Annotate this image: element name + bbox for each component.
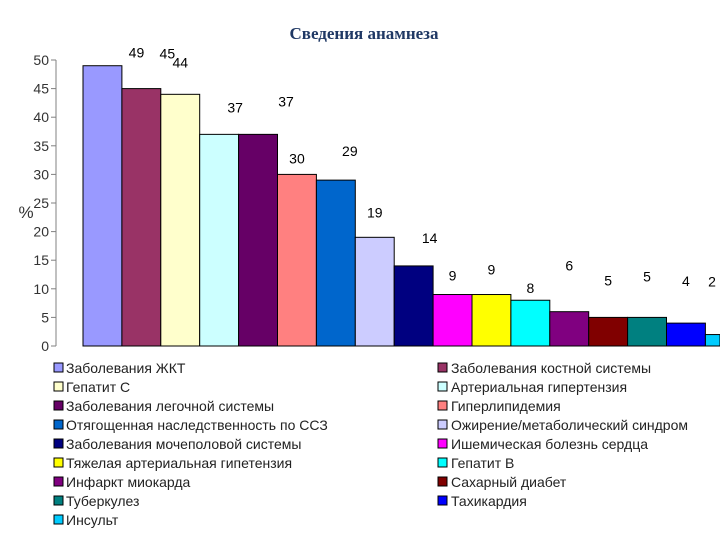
legend-label: Сахарный диабет	[451, 474, 567, 490]
data-label: 5	[643, 268, 651, 284]
legend-label: Отягощенная наследственность по ССЗ	[66, 417, 328, 433]
legend-swatch	[53, 514, 64, 525]
legend-label: Заболевания костной системы	[451, 360, 651, 376]
legend-swatch	[437, 419, 448, 430]
legend-label: Артериальная гипертензия	[451, 379, 627, 395]
legend-swatch	[437, 457, 448, 468]
legend-label: Ожирение/метаболический синдром	[451, 417, 688, 433]
data-label: 9	[449, 268, 457, 284]
bar	[549, 311, 590, 347]
data-label: 30	[289, 150, 305, 166]
legend-swatch	[437, 400, 448, 411]
legend-swatch	[437, 476, 448, 487]
data-label: 8	[526, 280, 534, 296]
legend-label: Инфаркт миокарда	[66, 474, 191, 490]
legend-swatch	[437, 381, 448, 392]
y-tick-label: 35	[33, 138, 49, 154]
data-label: 29	[342, 143, 358, 159]
bar	[627, 316, 667, 347]
y-tick-label: 10	[33, 281, 49, 297]
bar	[315, 179, 356, 347]
legend: Заболевания ЖКТ Гепатит С Заболевания лего…	[53, 360, 688, 528]
legend-swatch	[437, 495, 448, 506]
bar	[471, 294, 512, 347]
bar	[238, 133, 279, 347]
bar	[277, 173, 317, 347]
data-label: 6	[565, 258, 573, 274]
legend-swatch	[53, 381, 64, 392]
legend-label: Тяжелая артериальная гипетензия	[66, 455, 292, 471]
legend-swatch	[53, 438, 64, 449]
data-label: 37	[227, 99, 243, 115]
y-axis-label: %	[18, 203, 33, 222]
legend-swatch	[53, 457, 64, 468]
bar	[354, 236, 395, 347]
y-axis: 0 5 10 15 20 25 30 35 40 45 50	[33, 52, 57, 354]
legend-label: Гепатит В	[451, 455, 514, 471]
legend-label: Гепатит С	[66, 379, 130, 395]
y-tick-label: 50	[33, 52, 49, 68]
legend-swatch	[437, 362, 448, 373]
legend-swatch	[53, 419, 64, 430]
legend-label: Ишемическая болезнь сердца	[451, 436, 648, 452]
bar	[704, 334, 720, 347]
bar	[588, 316, 629, 347]
legend-swatch	[53, 400, 64, 411]
legend-label: Гиперлипидемия	[451, 398, 561, 414]
legend-label: Тахикардия	[451, 493, 527, 509]
y-tick-label: 20	[33, 224, 49, 240]
bar	[199, 133, 240, 347]
data-label: 45	[160, 46, 176, 62]
bar	[82, 65, 123, 347]
y-tick-label: 45	[33, 81, 49, 97]
bar	[393, 265, 434, 347]
legend-swatch	[53, 476, 64, 487]
data-label: 14	[422, 230, 438, 246]
legend-label: Заболевания ЖКТ	[66, 360, 186, 376]
bar	[432, 294, 473, 347]
legend-swatch	[53, 362, 64, 373]
data-label: 19	[367, 204, 383, 220]
bar	[121, 88, 162, 347]
y-tick-label: 15	[33, 252, 49, 268]
data-label: 2	[708, 274, 716, 290]
data-label: 4	[682, 273, 690, 289]
y-tick-label: 5	[41, 309, 49, 325]
data-label: 49	[129, 45, 145, 61]
data-label: 5	[604, 272, 612, 288]
legend-label: Заболевания мочеполовой системы	[66, 436, 301, 452]
y-tick-label: 0	[41, 338, 49, 354]
legend-swatch	[437, 438, 448, 449]
bar	[666, 322, 706, 347]
chart-title: Сведения анамнеза	[289, 24, 439, 43]
bars	[82, 65, 720, 347]
legend-label: Инсульт	[66, 512, 119, 528]
legend-swatch	[53, 495, 64, 506]
legend-label: Заболевания легочной системы	[66, 398, 274, 414]
legend-label: Туберкулез	[66, 493, 139, 509]
data-label: 44	[172, 54, 188, 70]
y-tick-label: 40	[33, 109, 49, 125]
data-label: 37	[278, 93, 294, 109]
data-label: 9	[488, 262, 496, 278]
bar	[510, 299, 551, 347]
y-tick-label: 25	[33, 195, 49, 211]
y-tick-label: 30	[33, 166, 49, 182]
bar	[160, 93, 201, 347]
